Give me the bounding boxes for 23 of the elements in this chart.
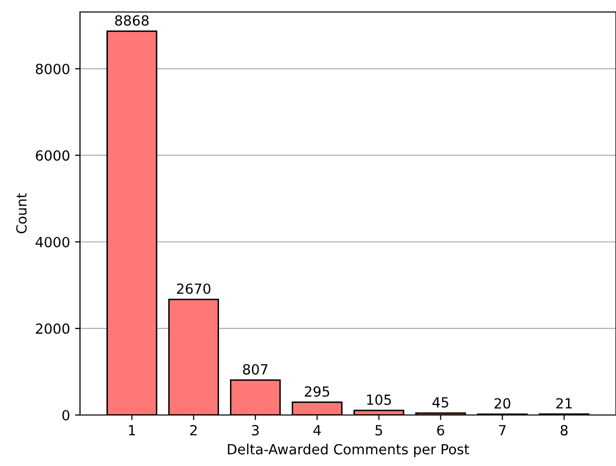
x-tick-label: 6: [437, 424, 444, 436]
y-tick-label: 2000: [36, 323, 70, 334]
y-tick-label: 4000: [36, 236, 70, 248]
data-label: 45: [432, 397, 448, 408]
x-tick-label: 7: [499, 425, 506, 436]
y-tick-label: 8000: [36, 64, 70, 74]
x-tick-label: 2: [190, 424, 197, 436]
data-label: 295: [304, 386, 330, 397]
data-label: 21: [556, 398, 572, 408]
data-label: 20: [494, 398, 510, 409]
y-axis-title: Count: [16, 193, 27, 234]
x-tick-label: 1: [128, 425, 136, 436]
data-label: 105: [367, 394, 391, 405]
data-label: 8868: [115, 15, 149, 26]
y-tick-label: 6000: [36, 150, 70, 161]
x-tick-label: 4: [313, 425, 321, 436]
y-tick-label: 0: [62, 410, 70, 420]
x-axis-title: Delta-Awarded Comments per Post: [228, 444, 470, 458]
x-tick-label: 8: [560, 424, 568, 436]
x-tick-label: 3: [252, 424, 259, 436]
data-label: 807: [243, 364, 268, 375]
data-label: 2670: [176, 283, 210, 294]
x-tick-label: 5: [376, 425, 382, 436]
